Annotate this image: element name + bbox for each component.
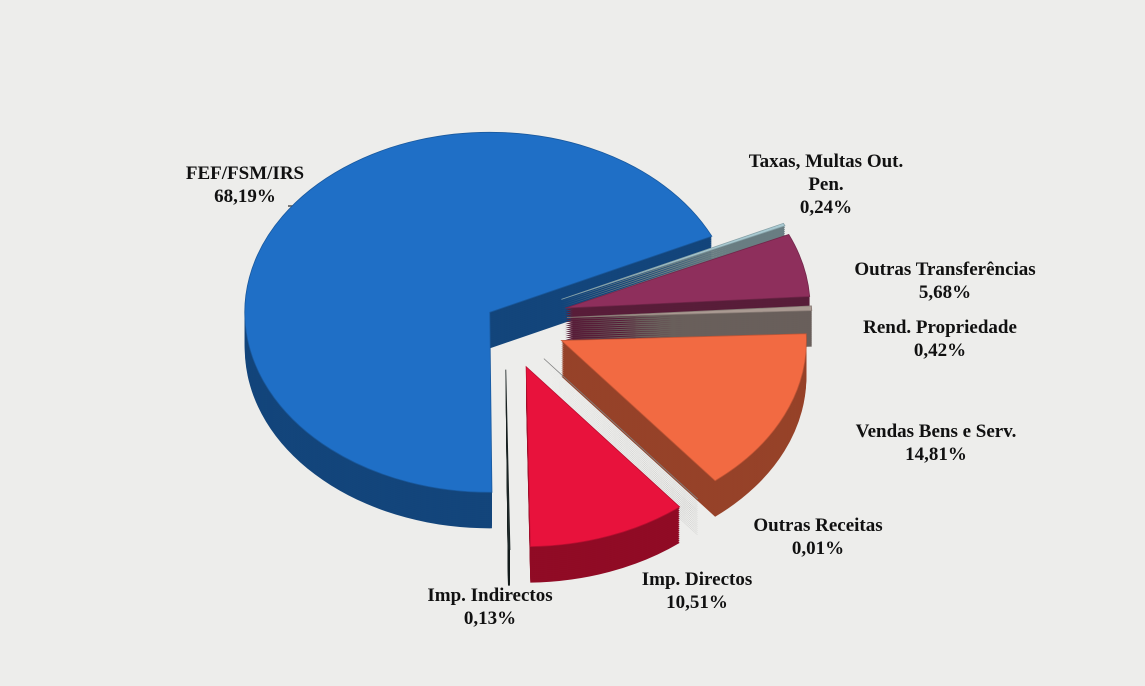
label-value: 10,51% (666, 592, 728, 613)
slice-group (244, 131, 713, 529)
label-name: Imp. Directos (641, 569, 753, 590)
data-label: Rend. Propriedade 0,42% (863, 316, 1017, 362)
slice-group (560, 333, 807, 517)
data-label: Imp. Indirectos 0,13% (427, 584, 552, 630)
label-value: 0,13% (463, 608, 517, 629)
slice-side (543, 364, 698, 505)
data-label: Outras Transferências 5,68% (854, 258, 1035, 304)
slice-side (543, 372, 698, 513)
label-name: Taxas, Multas Out. Pen. (748, 151, 904, 195)
label-value: 0,24% (799, 197, 853, 218)
slice-group (525, 365, 681, 583)
slice-side (543, 380, 698, 521)
data-label: FEF/FSM/IRS 68,19% (186, 162, 304, 208)
slice-side (543, 370, 698, 511)
label-name: Outras Transferências (854, 259, 1036, 280)
slice (560, 333, 807, 482)
slice-side (561, 233, 785, 310)
label-value: 14,81% (905, 444, 967, 465)
slice (525, 365, 681, 548)
slice-side (561, 229, 785, 306)
label-name: FEF/FSM/IRS (185, 163, 305, 184)
slice-side (543, 374, 698, 515)
slice-side (543, 378, 698, 519)
data-label: Vendas Bens e Serv. 14,81% (856, 420, 1017, 466)
slice-side (561, 231, 785, 308)
label-value: 0,42% (913, 340, 967, 361)
label-value: 68,19% (214, 186, 276, 207)
slice (561, 222, 786, 300)
slice-group (505, 369, 511, 586)
label-name: Imp. Indirectos (427, 585, 553, 606)
slice-side (561, 227, 785, 304)
data-label: Outras Receitas 0,01% (753, 514, 882, 560)
slice-side (543, 360, 698, 501)
slice (565, 233, 811, 309)
label-value: 0,01% (791, 538, 845, 559)
slice-side (543, 376, 698, 517)
slice (244, 131, 713, 493)
slice-side (543, 362, 698, 503)
slice-side (543, 366, 698, 507)
label-name: Rend. Propriedade (863, 317, 1017, 338)
label-name: Outras Receitas (753, 515, 883, 536)
label-name: Vendas Bens e Serv. (855, 421, 1017, 442)
data-label: Taxas, Multas Out. Pen. 0,24% (731, 150, 921, 219)
slice-side (543, 368, 698, 509)
slice (566, 305, 813, 318)
label-value: 5,68% (918, 282, 972, 303)
slice (543, 358, 699, 500)
slice (505, 369, 511, 550)
slice-group (565, 233, 811, 345)
data-label: Imp. Directos 10,51% (642, 568, 752, 614)
